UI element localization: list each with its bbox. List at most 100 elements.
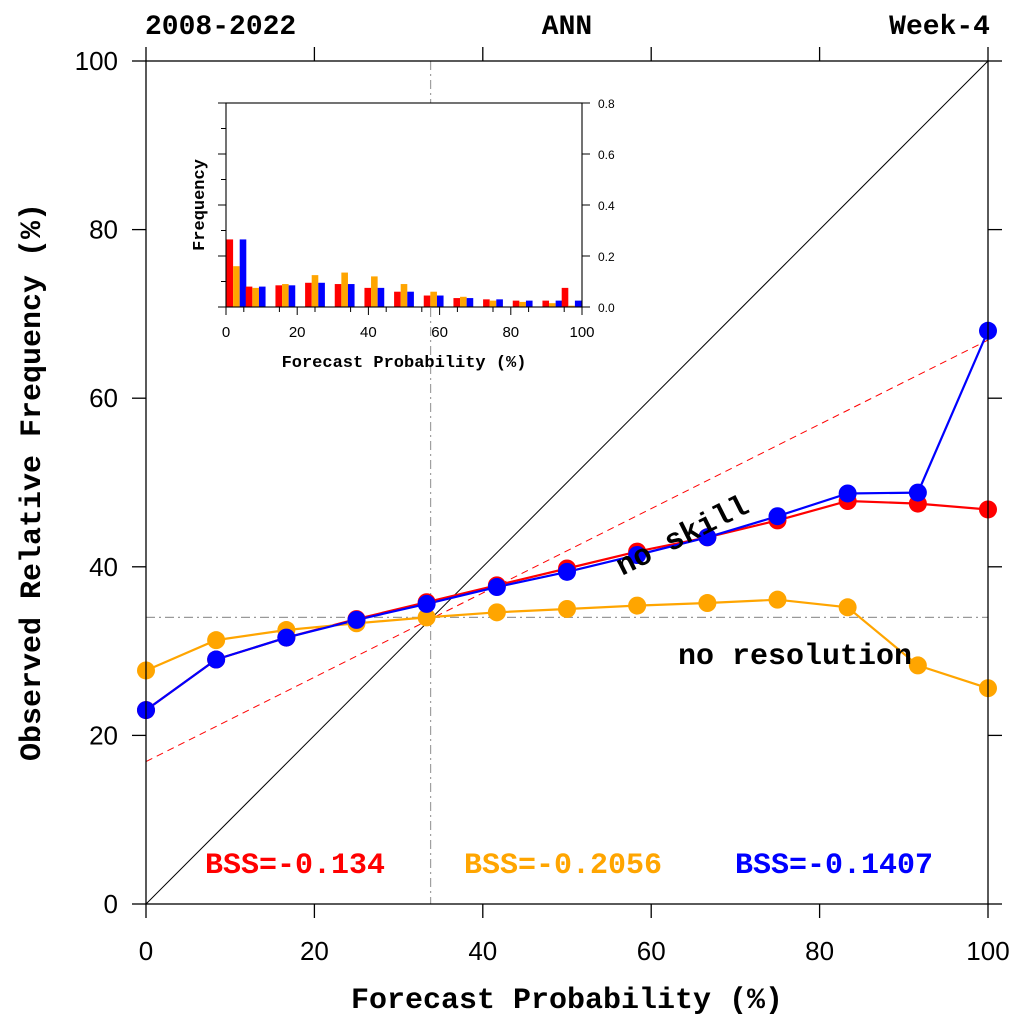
header-period: 2008-2022 [145,12,296,43]
series-point-blue [908,483,927,502]
histogram-bar-blue [574,300,582,307]
series-point-orange [487,603,506,622]
histogram-bar-red [453,298,461,307]
series-point-orange [417,608,436,627]
histogram-bar-red [542,300,550,307]
series-point-blue [698,528,717,547]
x-tick-label: 60 [637,936,666,966]
histogram-bar-red [423,295,431,307]
x-tick-label: 0 [139,936,153,966]
histogram-bar-orange [341,272,348,307]
inset-y-axis-title: Frequency [191,159,210,251]
series-point-blue [347,610,366,629]
inset-y-tick-label: 0.4 [598,199,615,213]
series-point-orange [838,598,857,617]
histogram-bar-orange [568,305,575,307]
histogram-bar-blue [347,284,355,307]
histogram-bar-red [364,287,372,307]
histogram-bar-red [512,300,520,307]
histogram-bar-red [334,284,342,307]
no-resolution-label: no resolution [678,640,912,674]
histogram-bar-orange [489,300,497,307]
inset-bars [226,239,582,307]
histogram-bar-red [226,239,234,307]
y-tick-label: 40 [89,552,118,582]
y-tick-label: 60 [89,383,118,413]
bss-label-orange: BSS=-0.2056 [464,849,662,883]
histogram-bar-red [394,291,401,307]
y-axis-title: Observed Relative Frequency (%) [16,203,50,761]
series-point-orange [628,596,647,615]
histogram-bar-orange [252,287,259,307]
histogram-bar-orange [430,291,437,307]
inset-background [226,103,582,307]
inset-x-tick-label: 40 [360,324,377,341]
inset-y-tick-label: 0.8 [598,97,615,111]
series-point-blue [277,628,296,647]
histogram-bar-red [305,282,312,307]
y-tick-label: 80 [89,215,118,245]
series-point-blue [417,594,436,613]
x-axis-title: Forecast Probability (%) [351,984,783,1018]
histogram-bar-blue [258,286,266,307]
histogram-bar-orange [233,266,240,307]
bss-label-red: BSS=-0.134 [205,849,385,883]
histogram-bar-blue [407,291,414,307]
histogram-bar-blue [318,282,325,307]
series-point-orange [768,590,787,609]
inset-x-tick-label: 0 [222,324,230,341]
histogram-bar-blue [466,298,474,307]
series-point-blue [768,507,787,526]
bss-label-blue: BSS=-0.1407 [735,849,933,883]
inset-histogram: 0 20 40 60 80 100 0.0 0.2 0.4 0.6 0.8 Forecast Pro… [191,97,615,373]
inset-x-axis-title: Forecast Probability (%) [282,354,527,373]
series-point-orange [698,594,717,613]
histogram-bar-blue [525,300,533,307]
histogram-bar-red [275,285,283,307]
histogram-bar-red [245,286,253,307]
histogram-bar-orange [460,296,467,307]
series-point-orange [558,599,576,618]
histogram-bar-orange [519,301,526,307]
histogram-bar-blue [555,300,563,307]
histogram-bar-blue [377,287,385,307]
no-skill-line [145,339,989,762]
histogram-bar-blue [239,239,247,307]
perfect-reliability-line [145,60,989,905]
series-point-orange [908,656,927,675]
x-tick-label: 100 [966,936,1009,966]
x-tick-label: 80 [805,936,834,966]
histogram-bar-blue [436,295,444,307]
inset-y-tick-label: 0.6 [598,148,615,162]
series-point-blue [207,650,226,669]
x-tick-label: 20 [300,936,329,966]
inset-y-tick-label: 0.0 [598,301,615,315]
header-season: ANN [542,12,592,43]
main-axes: 0 20 40 60 80 100 0 20 40 60 80 100 [75,46,1010,966]
histogram-bar-orange [400,284,408,307]
main-series [137,321,997,720]
histogram-bar-blue [496,299,503,307]
plot-frame [145,60,989,905]
series-point-blue [838,484,857,503]
histogram-bar-orange [549,303,556,307]
x-tick-label: 40 [468,936,497,966]
inset-x-tick-label: 80 [502,324,519,341]
histogram-bar-orange [311,275,319,307]
series-point-blue [487,578,506,597]
histogram-bar-red [561,287,569,307]
series-point-blue [628,545,647,564]
histogram-bar-orange [371,276,378,307]
histogram-bar-blue [288,285,296,307]
histogram-bar-orange [282,284,289,307]
histogram-bar-red [483,299,490,307]
header-lead: Week-4 [889,12,990,43]
series-point-orange [207,631,226,650]
inset-x-tick-label: 20 [289,324,306,341]
series-point-blue [558,562,576,581]
inset-x-tick-label: 100 [569,324,594,341]
inset-x-tick-label: 60 [431,324,448,341]
y-tick-label: 0 [104,889,118,919]
